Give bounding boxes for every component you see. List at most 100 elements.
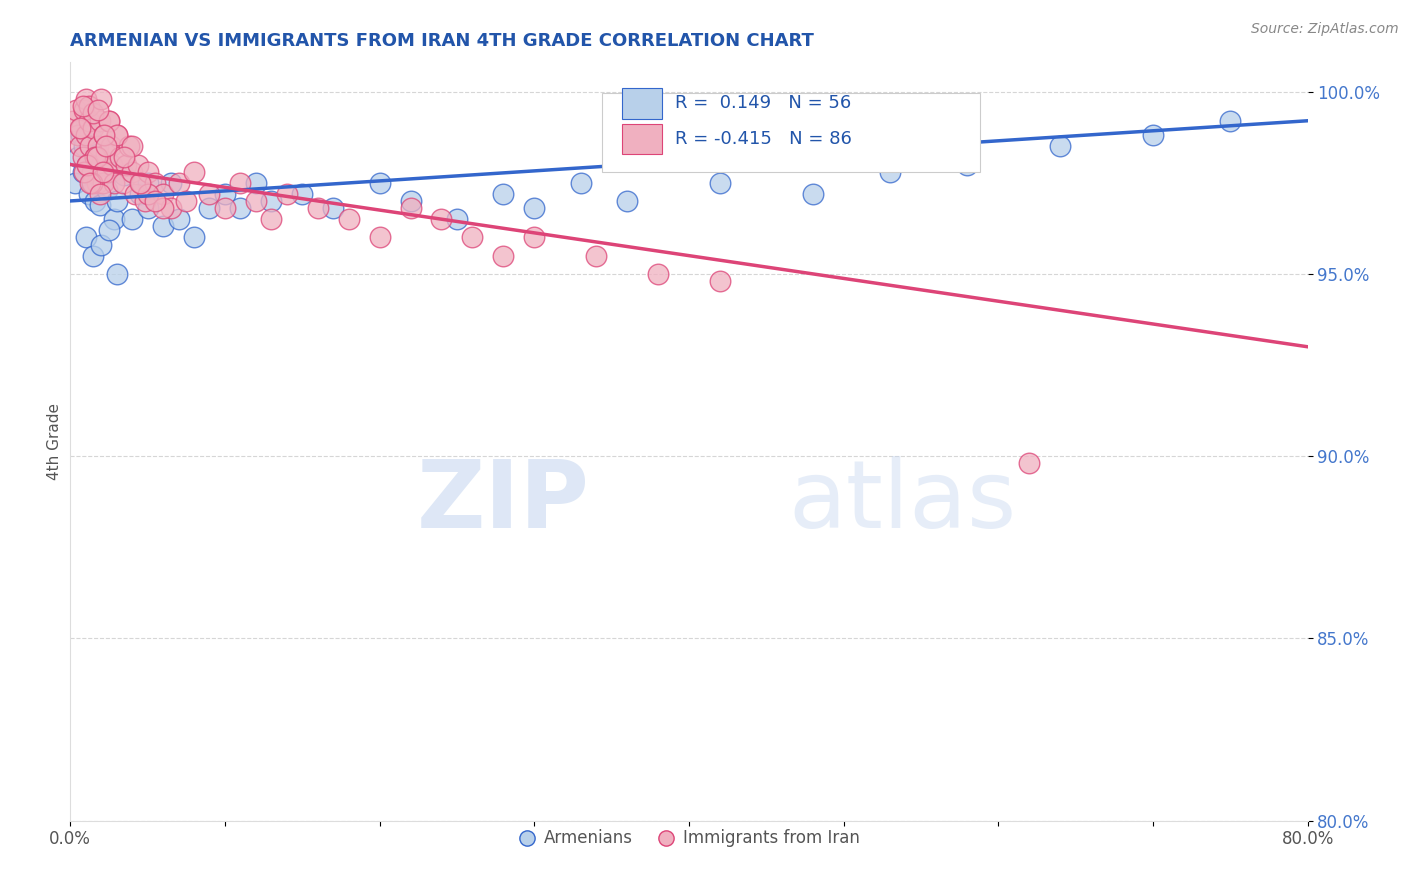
Point — [93, 128, 115, 143]
Point — [103, 176, 125, 190]
Point — [111, 176, 134, 190]
Point — [616, 194, 638, 208]
Point — [87, 103, 110, 117]
Point — [145, 194, 166, 208]
Point — [105, 128, 128, 143]
Point — [72, 150, 94, 164]
Point — [145, 176, 166, 190]
Point — [105, 267, 128, 281]
Point — [276, 186, 298, 201]
Point — [75, 92, 97, 106]
Point — [90, 92, 112, 106]
Point — [1142, 128, 1164, 143]
Point — [229, 201, 252, 215]
Point — [72, 165, 94, 179]
Point — [69, 139, 91, 153]
Point — [1018, 457, 1040, 471]
Point — [446, 212, 468, 227]
Point — [79, 128, 101, 143]
Point — [118, 139, 141, 153]
Point — [89, 113, 111, 128]
Point — [62, 113, 84, 128]
Point — [709, 274, 731, 288]
Point — [260, 212, 283, 227]
Point — [82, 106, 105, 120]
Legend: Armenians, Immigrants from Iran: Armenians, Immigrants from Iran — [512, 822, 866, 854]
Point — [183, 230, 205, 244]
Point — [89, 186, 111, 201]
Point — [879, 165, 901, 179]
Point — [198, 186, 221, 201]
FancyBboxPatch shape — [621, 124, 662, 154]
Point — [75, 230, 97, 244]
Y-axis label: 4th Grade: 4th Grade — [46, 403, 62, 480]
Point — [93, 153, 115, 168]
Point — [105, 128, 128, 143]
Point — [399, 194, 422, 208]
Point — [90, 157, 112, 171]
Point — [76, 157, 98, 171]
Point — [136, 165, 159, 179]
Point — [77, 99, 100, 113]
Point — [70, 121, 93, 136]
Point — [73, 165, 96, 179]
Point — [98, 113, 120, 128]
Point — [260, 194, 283, 208]
Point — [73, 139, 96, 153]
Point — [322, 201, 344, 215]
Point — [79, 176, 101, 190]
Point — [114, 150, 135, 164]
Point — [100, 139, 122, 153]
Point — [127, 157, 149, 171]
Point — [75, 113, 97, 128]
Point — [84, 150, 107, 164]
Point — [121, 165, 143, 179]
Point — [84, 150, 107, 164]
Point — [1219, 113, 1241, 128]
Point — [160, 176, 183, 190]
Point — [94, 146, 117, 161]
Point — [461, 230, 484, 244]
Point — [93, 128, 115, 143]
Text: Source: ZipAtlas.com: Source: ZipAtlas.com — [1251, 22, 1399, 37]
Point — [108, 150, 131, 164]
Point — [1049, 139, 1071, 153]
Point — [76, 157, 98, 171]
Point — [82, 150, 105, 164]
Point — [152, 186, 174, 201]
FancyBboxPatch shape — [621, 88, 662, 119]
Point — [90, 176, 112, 190]
Point — [67, 128, 90, 143]
Point — [121, 212, 143, 227]
Point — [647, 267, 669, 281]
Point — [167, 212, 190, 227]
Point — [492, 186, 515, 201]
Point — [98, 223, 120, 237]
Point — [152, 201, 174, 215]
Point — [136, 176, 159, 190]
Point — [291, 186, 314, 201]
Point — [160, 201, 183, 215]
Point — [167, 176, 190, 190]
Point — [91, 176, 114, 190]
Point — [183, 165, 205, 179]
Point — [214, 201, 236, 215]
Point — [105, 194, 128, 208]
Point — [124, 186, 146, 201]
Point — [67, 150, 90, 164]
Text: R = -0.415   N = 86: R = -0.415 N = 86 — [675, 130, 852, 148]
Point — [70, 128, 93, 143]
Point — [89, 197, 111, 211]
Point — [91, 165, 114, 179]
Point — [96, 165, 118, 179]
Point — [368, 230, 391, 244]
Point — [569, 176, 592, 190]
Point — [121, 139, 143, 153]
Point — [585, 249, 607, 263]
Point — [492, 249, 515, 263]
Point — [82, 249, 105, 263]
Point — [98, 113, 120, 128]
Point — [86, 176, 108, 190]
Point — [801, 186, 824, 201]
Point — [101, 157, 124, 171]
